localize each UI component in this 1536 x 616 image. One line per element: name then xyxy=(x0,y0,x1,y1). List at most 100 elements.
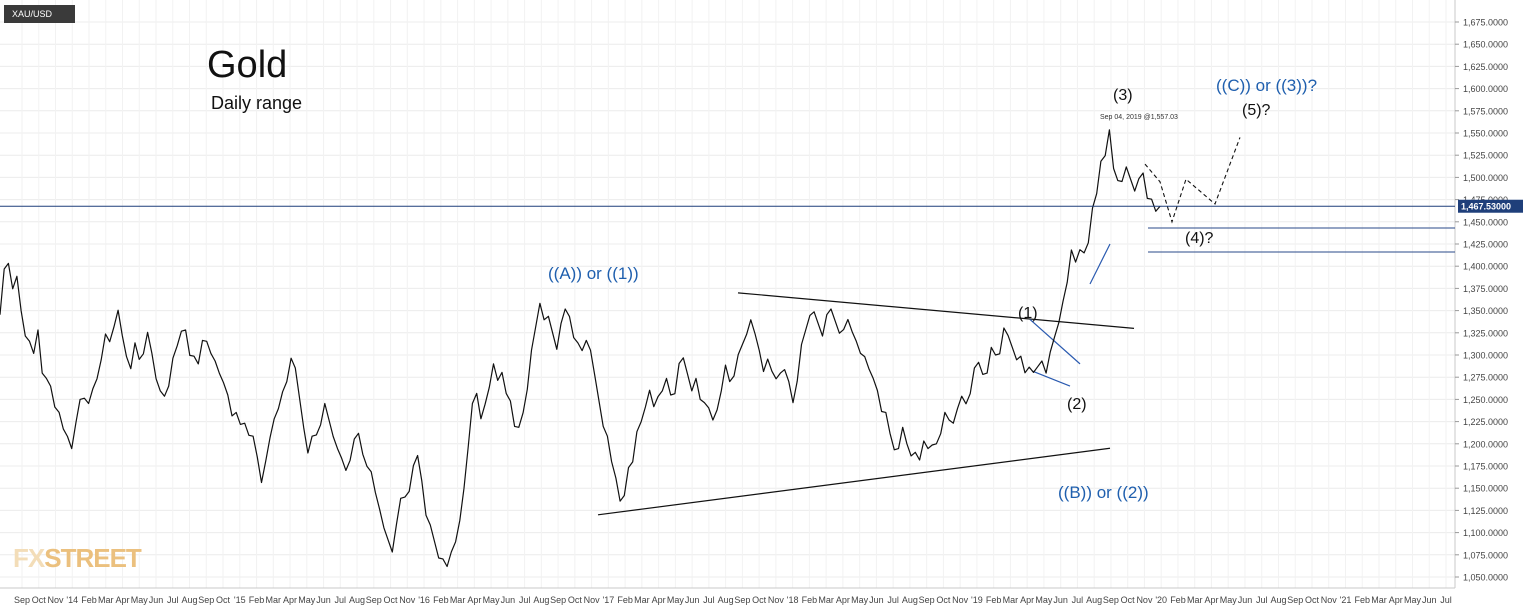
x-tick-label: Mar xyxy=(1371,595,1387,605)
x-tick-label: '15 xyxy=(234,595,246,605)
y-tick-label: 1,075.0000 xyxy=(1463,550,1508,560)
annotation-wave-c3: ((C)) or ((3))? xyxy=(1216,76,1317,95)
x-tick-label: Apr xyxy=(283,595,297,605)
y-tick-label: 1,250.0000 xyxy=(1463,395,1508,405)
chart-subtitle: Daily range xyxy=(211,93,303,113)
y-tick-label: 1,225.0000 xyxy=(1463,417,1508,427)
x-tick-label: May xyxy=(1404,595,1422,605)
price-line xyxy=(0,129,1161,568)
x-tick-label: Feb xyxy=(1354,595,1370,605)
support-levels xyxy=(1148,227,1455,253)
x-tick-label: Nov xyxy=(952,595,969,605)
y-tick-label: 1,150.0000 xyxy=(1463,484,1508,494)
x-tick-label: Jul xyxy=(887,595,899,605)
x-tick-label: Sep xyxy=(198,595,214,605)
annotation-wave-b2: ((B)) or ((2)) xyxy=(1058,483,1149,502)
x-tick-label: Nov xyxy=(47,595,64,605)
lower-trendline xyxy=(597,447,1111,516)
annotation-wave-3: (3) xyxy=(1113,87,1133,104)
x-tick-label: Apr xyxy=(116,595,130,605)
last-price-badge xyxy=(1458,199,1523,213)
x-tick-label: Nov xyxy=(399,595,416,605)
x-tick-label: Jun xyxy=(149,595,164,605)
x-tick-label: Oct xyxy=(1305,595,1320,605)
x-tick-label: '14 xyxy=(66,595,78,605)
x-tick-label: Nov xyxy=(768,595,785,605)
y-tick-label: 1,300.0000 xyxy=(1463,351,1508,361)
x-tick-label: Apr xyxy=(1389,595,1403,605)
annotation-wave-4: (4)? xyxy=(1185,230,1214,247)
x-tick-label: Sep xyxy=(366,595,382,605)
y-tick-label: 1,125.0000 xyxy=(1463,506,1508,516)
x-tick-label: Apr xyxy=(1204,595,1218,605)
x-tick-label: May xyxy=(483,595,501,605)
x-tick-label: Aug xyxy=(1086,595,1102,605)
annotation-wave-1: (1) xyxy=(1018,305,1038,322)
y-tick-label: 1,575.0000 xyxy=(1463,106,1508,116)
y-tick-label: 1,625.0000 xyxy=(1463,62,1508,72)
trendlines xyxy=(597,243,1135,516)
x-tick-label: Jun xyxy=(1238,595,1253,605)
x-tick-label: May xyxy=(1220,595,1238,605)
price-series xyxy=(0,129,1241,568)
y-tick-label: 1,400.0000 xyxy=(1463,262,1508,272)
x-tick-label: '17 xyxy=(602,595,614,605)
x-tick-label: '21 xyxy=(1340,595,1352,605)
y-tick-label: 1,050.0000 xyxy=(1463,573,1508,583)
x-tick-label: Jun xyxy=(1422,595,1437,605)
last-price-marker: 1,467.53000 xyxy=(0,199,1523,213)
x-tick-label: Sep xyxy=(550,595,566,605)
x-tick-label: '18 xyxy=(787,595,799,605)
x-tick-label: Jul xyxy=(1072,595,1084,605)
x-tick-label: Jun xyxy=(685,595,700,605)
x-tick-label: Sep xyxy=(1103,595,1119,605)
x-tick-label: Aug xyxy=(902,595,918,605)
annotation-peak-label: Sep 04, 2019 @1,557.03 xyxy=(1100,114,1178,121)
fxstreet-logo: FXSTREET xyxy=(13,543,142,573)
x-tick-label: Apr xyxy=(652,595,666,605)
x-tick-label: Oct xyxy=(384,595,399,605)
y-tick-label: 1,325.0000 xyxy=(1463,328,1508,338)
breakout-line xyxy=(1089,243,1111,285)
x-tick-label: Jul xyxy=(1256,595,1268,605)
x-tick-label: Mar xyxy=(266,595,282,605)
x-tick-label: Jun xyxy=(501,595,516,605)
y-tick-label: 1,425.0000 xyxy=(1463,240,1508,250)
x-tick-label: Oct xyxy=(568,595,583,605)
symbol-badge[interactable]: XAU/USD xyxy=(4,5,75,23)
y-tick-label: 1,200.0000 xyxy=(1463,439,1508,449)
x-tick-label: Feb xyxy=(802,595,818,605)
x-tick-label: Sep xyxy=(1287,595,1303,605)
y-axis: 1,675.0000 1,650.0000 1,625.0000 1,600.0000… xyxy=(1454,0,1508,588)
x-tick-label: Jun xyxy=(1053,595,1068,605)
x-tick-label: May xyxy=(851,595,869,605)
y-tick-label: 1,175.0000 xyxy=(1463,462,1508,472)
x-tick-label: Jul xyxy=(519,595,531,605)
y-tick-label: 1,100.0000 xyxy=(1463,528,1508,538)
y-tick-label: 1,550.0000 xyxy=(1463,129,1508,139)
x-tick-label: Aug xyxy=(718,595,734,605)
x-tick-label: Oct xyxy=(32,595,47,605)
x-tick-label: Mar xyxy=(634,595,650,605)
x-tick-label: Nov xyxy=(584,595,601,605)
annotation-wave-a1: ((A)) or ((1)) xyxy=(548,264,639,283)
x-tick-label: Feb xyxy=(249,595,265,605)
chart-title: Gold xyxy=(207,44,288,86)
x-tick-label: '19 xyxy=(971,595,983,605)
x-tick-label: Sep xyxy=(14,595,30,605)
x-tick-label: Mar xyxy=(1187,595,1203,605)
x-tick-label: May xyxy=(298,595,316,605)
y-tick-label: 1,350.0000 xyxy=(1463,306,1508,316)
x-tick-label: Jul xyxy=(167,595,179,605)
x-tick-label: '16 xyxy=(418,595,430,605)
grid-lines xyxy=(0,0,1455,588)
y-tick-label: 1,525.0000 xyxy=(1463,151,1508,161)
last-price-label: 1,467.53000 xyxy=(1461,202,1511,212)
x-tick-label: '20 xyxy=(1155,595,1167,605)
x-tick-label: May xyxy=(667,595,685,605)
wave-annotations: ((A)) or ((1)) (1) (2) (3) (4)? (5)? ((C… xyxy=(548,76,1317,502)
annotation-wave-2: (2) xyxy=(1067,396,1087,413)
x-tick-label: Feb xyxy=(81,595,97,605)
